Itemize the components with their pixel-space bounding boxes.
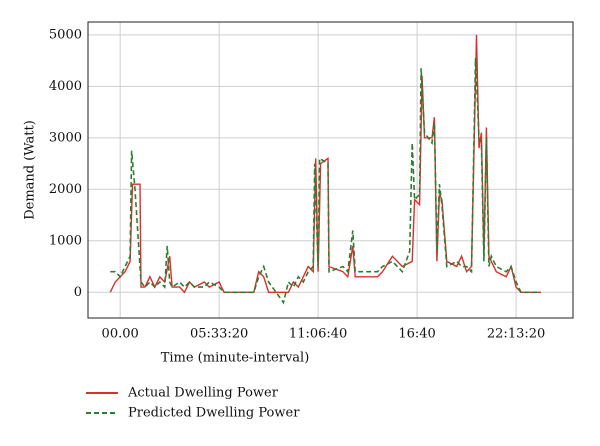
y-tick-label: 4000 — [49, 79, 82, 94]
y-tick-label: 0 — [74, 285, 82, 300]
y-tick-label: 1000 — [49, 233, 82, 248]
y-tick-label: 5000 — [49, 27, 82, 42]
series-line — [109, 34, 541, 294]
x-tick-label: 16:40 — [398, 327, 435, 342]
x-tick-label: 00.00 — [102, 327, 139, 342]
y-tick-label: 2000 — [49, 182, 82, 197]
x-axis-label: Time (minute-interval) — [161, 351, 310, 366]
legend-label: Actual Dwelling Power — [127, 386, 279, 401]
y-axis-label: Demand (Watt) — [23, 120, 38, 220]
series-line — [110, 57, 541, 305]
legend-label: Predicted Dwelling Power — [128, 406, 300, 421]
x-tick-label: 05:33:20 — [190, 327, 248, 342]
x-tick-label: 11:06:40 — [289, 327, 347, 342]
x-tick-label: 22:13:20 — [487, 327, 545, 342]
y-tick-label: 3000 — [49, 130, 82, 145]
plot-frame — [87, 21, 574, 319]
